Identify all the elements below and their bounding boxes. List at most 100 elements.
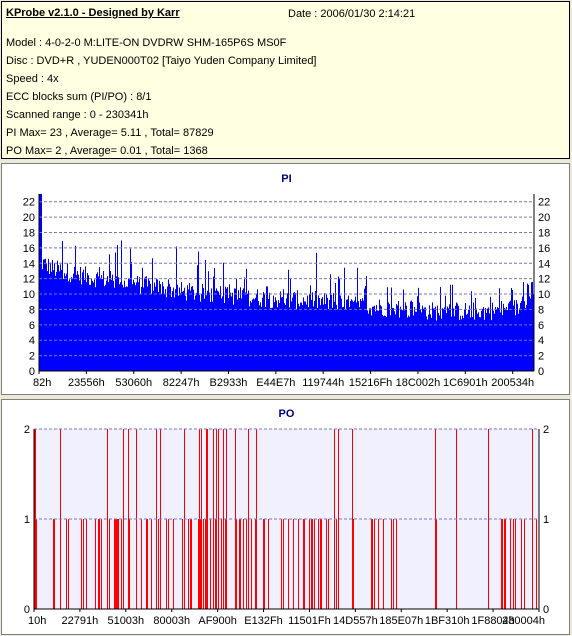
po-bar — [374, 519, 375, 609]
po-bar — [191, 519, 192, 609]
pi-bar — [80, 267, 81, 371]
pi-bar — [480, 317, 481, 371]
po-bar — [505, 519, 506, 609]
x-tick-label: 22791h — [62, 615, 99, 627]
x-tick-label: 18C002h — [396, 377, 441, 389]
po-bar — [141, 519, 142, 609]
pi-bar — [416, 311, 417, 371]
pi-bar — [192, 286, 193, 371]
pi-bar — [56, 271, 57, 371]
pi-bar — [201, 294, 202, 371]
pi-bar — [218, 291, 219, 371]
pi-bar — [157, 279, 158, 371]
pi-bar — [379, 299, 380, 371]
pi-bar — [146, 276, 147, 371]
pi-bar — [436, 320, 437, 371]
pi-bar — [117, 245, 118, 371]
pi-bar — [481, 310, 482, 371]
po-bar — [393, 519, 394, 609]
pi-bar — [511, 287, 512, 371]
po-bar — [123, 429, 124, 609]
pi-bar — [232, 292, 233, 371]
pi-bar — [59, 271, 60, 371]
pi-bar — [199, 294, 200, 371]
pi-bar — [142, 267, 143, 371]
pi-bar — [196, 292, 197, 371]
pi-bar — [90, 284, 91, 371]
pi-bar — [40, 194, 41, 371]
pi-bar — [377, 310, 378, 371]
pi-bar — [181, 282, 182, 371]
x-tick-label: AF900h — [198, 615, 237, 627]
pi-bar — [49, 273, 50, 371]
pi-bar — [359, 307, 360, 371]
pi-bar — [503, 303, 504, 371]
pi-bar — [240, 287, 241, 371]
pi-bar — [531, 282, 532, 371]
po-bar — [115, 519, 116, 609]
pi-bar — [528, 284, 529, 371]
pi-bar — [484, 319, 485, 371]
pi-bar — [77, 271, 78, 371]
pi-bar — [341, 298, 342, 371]
pi-bar — [412, 301, 413, 371]
pi-bar — [169, 283, 170, 371]
y-tick-label-left: 22 — [23, 197, 35, 209]
pi-bar — [164, 293, 165, 371]
y-tick-label-right: 22 — [538, 197, 550, 209]
pi-bar — [250, 300, 251, 371]
pi-bar — [247, 293, 248, 371]
pi-bar — [285, 304, 286, 371]
pi-bar — [249, 306, 250, 371]
pi-bar — [209, 292, 210, 371]
pi-bar — [194, 299, 195, 371]
pi-bar — [133, 279, 134, 371]
po-bar — [372, 519, 373, 609]
pi-bar — [302, 305, 303, 371]
pi-bar — [382, 314, 383, 371]
pi-bar — [495, 306, 496, 371]
speed-line: Speed : 4x — [6, 73, 59, 85]
po-bar — [263, 519, 264, 609]
pi-chart-panel: PI 0 0 2 2 4 4 6 6 8 8 10 10 12 12 14 14 16 16 18 18 20 20 22 22… — [1, 163, 570, 395]
pi-chart-title: PI — [281, 173, 291, 185]
x-tick-label: 200534h — [491, 377, 534, 389]
pi-bar — [432, 302, 433, 371]
pi-bar — [517, 303, 518, 371]
pi-bar — [408, 315, 409, 371]
po-chart-panel: PO 0 0 1 1 2 2 10h 22791h 51003h 80003h AF900h E132F… — [1, 399, 570, 635]
pi-bar — [467, 313, 468, 371]
pi-bar — [423, 308, 424, 371]
y-tick-label-left: 20 — [23, 212, 35, 224]
pi-bar — [410, 301, 411, 371]
pi-bar — [527, 283, 528, 371]
pi-bar — [356, 302, 357, 371]
pi-bar — [165, 289, 166, 371]
po-bar — [298, 519, 299, 609]
po-bar — [158, 519, 159, 609]
pi-bar — [318, 295, 319, 371]
pi-bar — [295, 293, 296, 371]
pi-bar — [158, 291, 159, 371]
pi-bar — [315, 290, 316, 371]
po-bar — [240, 519, 241, 609]
y-tick-label-left: 8 — [29, 304, 35, 316]
pi-bar — [413, 315, 414, 371]
pi-bar — [506, 306, 507, 371]
pi-bar — [509, 301, 510, 371]
pi-bar — [108, 282, 109, 371]
pi-bar — [96, 273, 97, 371]
pi-bar — [405, 302, 406, 371]
pi-bar — [258, 301, 259, 371]
pi-bar — [123, 287, 124, 371]
pi-bar — [529, 296, 530, 371]
po-bar — [504, 519, 505, 609]
pi-bar — [224, 303, 225, 371]
pi-bar — [435, 306, 436, 371]
pi-bar — [397, 305, 398, 371]
x-tick-label: 119744h — [302, 377, 344, 389]
pi-bar — [55, 275, 56, 371]
pi-bar — [442, 308, 443, 371]
pi-bar — [281, 297, 282, 371]
po-bar — [114, 519, 115, 609]
